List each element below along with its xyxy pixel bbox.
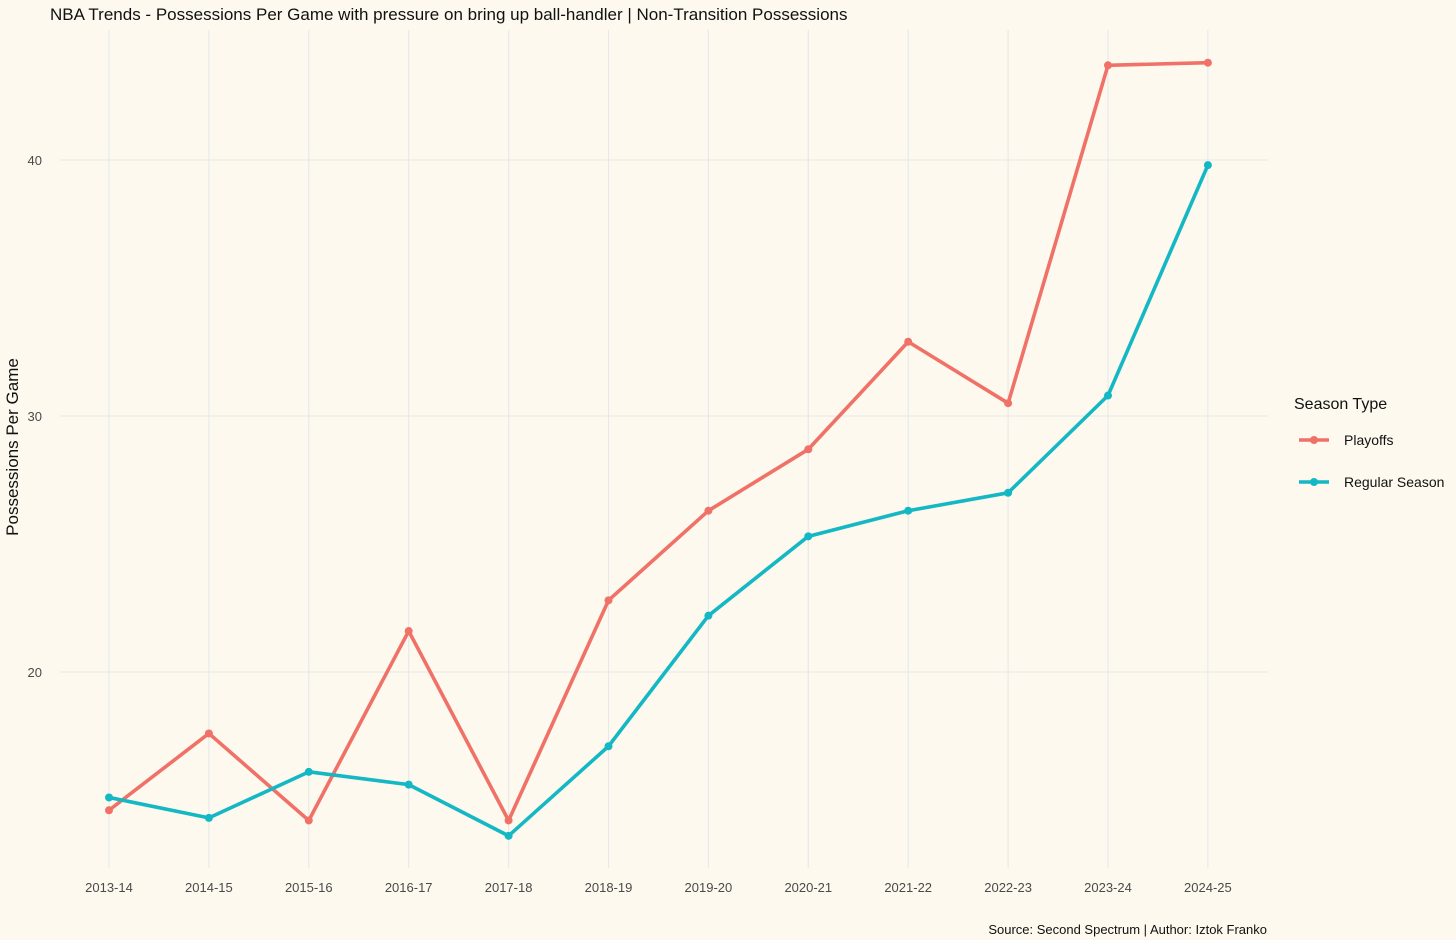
y-tick-label-30: 30 bbox=[28, 409, 42, 424]
data-point-regular-season-2019-20 bbox=[704, 611, 713, 620]
legend-title: Season Type bbox=[1294, 396, 1387, 413]
x-tick-label-2020-21: 2020-21 bbox=[784, 880, 832, 895]
data-point-regular-season-2022-23 bbox=[1004, 488, 1013, 497]
data-point-regular-season-2017-18 bbox=[504, 831, 513, 840]
x-tick-label-2024-25: 2024-25 bbox=[1184, 880, 1232, 895]
data-point-regular-season-2018-19 bbox=[604, 742, 613, 751]
x-tick-label-2015-16: 2015-16 bbox=[285, 880, 333, 895]
legend-swatch-point-regular-season bbox=[1310, 478, 1318, 486]
data-point-playoffs-2021-22 bbox=[904, 337, 913, 346]
data-point-regular-season-2015-16 bbox=[304, 767, 313, 776]
data-point-playoffs-2015-16 bbox=[304, 816, 313, 825]
legend-items: Playoffs Regular Season bbox=[1299, 432, 1444, 490]
legend-label-playoffs: Playoffs bbox=[1344, 432, 1394, 448]
legend-item-regular-season: Regular Season bbox=[1299, 474, 1444, 490]
data-point-playoffs-2023-24 bbox=[1104, 61, 1112, 70]
x-tick-label-2016-17: 2016-17 bbox=[385, 880, 433, 895]
data-point-regular-season-2021-22 bbox=[904, 506, 913, 515]
series-line-playoffs bbox=[107, 60, 1210, 823]
legend-label-regular-season: Regular Season bbox=[1344, 474, 1444, 490]
legend-item-playoffs: Playoffs bbox=[1299, 432, 1394, 448]
data-point-regular-season-2023-24 bbox=[1104, 391, 1112, 400]
data-point-playoffs-2016-17 bbox=[404, 627, 413, 636]
series-points bbox=[105, 58, 1212, 840]
data-point-playoffs-2014-15 bbox=[204, 729, 213, 738]
x-tick-label-2021-22: 2021-22 bbox=[884, 880, 932, 895]
x-tick-label-2019-20: 2019-20 bbox=[685, 880, 733, 895]
legend-swatch-point-playoffs bbox=[1310, 436, 1318, 444]
x-tick-label-2013-14: 2013-14 bbox=[85, 880, 133, 895]
data-point-regular-season-2013-14 bbox=[105, 793, 113, 802]
series-lines bbox=[107, 60, 1210, 838]
legend: Season Type Playoffs Regular Season bbox=[1294, 396, 1444, 490]
y-axis-ticks: 20 30 40 bbox=[28, 153, 42, 680]
gridlines bbox=[60, 30, 1268, 868]
x-tick-label-2018-19: 2018-19 bbox=[585, 880, 633, 895]
data-point-playoffs-2024-25 bbox=[1203, 58, 1212, 67]
x-tick-label-2022-23: 2022-23 bbox=[984, 880, 1032, 895]
data-point-regular-season-2020-21 bbox=[804, 532, 813, 541]
y-axis-title: Possessions Per Game bbox=[3, 358, 22, 536]
data-point-playoffs-2020-21 bbox=[804, 445, 813, 454]
x-tick-label-2014-15: 2014-15 bbox=[185, 880, 233, 895]
y-tick-label-40: 40 bbox=[28, 153, 42, 168]
data-point-regular-season-2024-25 bbox=[1203, 161, 1212, 170]
data-point-playoffs-2018-19 bbox=[604, 596, 613, 605]
data-point-playoffs-2022-23 bbox=[1004, 399, 1013, 408]
chart-title: NBA Trends - Possessions Per Game with p… bbox=[50, 5, 848, 24]
series-line-regular-season bbox=[107, 163, 1210, 838]
data-point-playoffs-2017-18 bbox=[504, 816, 513, 825]
y-tick-label-20: 20 bbox=[28, 665, 42, 680]
x-tick-label-2023-24: 2023-24 bbox=[1084, 880, 1132, 895]
data-point-regular-season-2016-17 bbox=[404, 780, 413, 789]
data-point-playoffs-2013-14 bbox=[105, 806, 113, 815]
x-axis-ticks: 2013-14 2014-15 2015-16 2016-17 2017-18 2018-… bbox=[85, 880, 1232, 895]
x-tick-label-2017-18: 2017-18 bbox=[485, 880, 533, 895]
data-point-playoffs-2019-20 bbox=[704, 506, 713, 515]
data-point-regular-season-2014-15 bbox=[204, 813, 213, 822]
source-caption: Source: Second Spectrum | Author: Iztok … bbox=[988, 922, 1267, 937]
